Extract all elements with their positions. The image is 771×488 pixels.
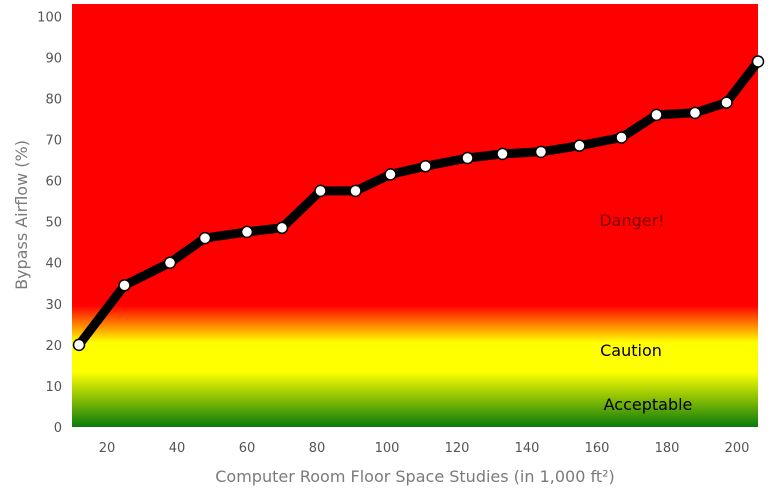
y-axis-ticks: 0 10 20 30 40 50 60 70 80 90 100 [37, 10, 62, 436]
y-tick-label: 10 [45, 380, 62, 395]
data-point [198, 231, 212, 245]
y-tick-label: 20 [45, 339, 62, 354]
data-point [688, 106, 702, 120]
x-axis-ticks: 20 40 60 80 100 120 140 160 180 200 [99, 441, 750, 456]
data-point [534, 145, 548, 159]
x-tick-label: 120 [445, 441, 470, 456]
data-point [573, 139, 586, 152]
y-axis-title: Bypass Airflow (%) [12, 140, 31, 290]
y-tick-label: 60 [45, 175, 62, 190]
x-tick-label: 100 [375, 441, 400, 456]
data-point [163, 256, 177, 269]
data-point [650, 108, 663, 122]
data-point [72, 338, 86, 352]
y-tick-label: 70 [45, 134, 62, 149]
x-axis-title: Computer Room Floor Space Studies (in 1,… [215, 467, 615, 486]
data-point [496, 147, 509, 161]
data-point [349, 184, 362, 198]
acceptable-zone-label: Acceptable [604, 395, 693, 414]
y-tick-label: 90 [45, 51, 62, 66]
data-point [314, 184, 327, 198]
data-point [461, 151, 474, 165]
y-tick-label: 100 [37, 10, 62, 25]
x-tick-label: 200 [725, 441, 750, 456]
y-tick-label: 50 [45, 216, 62, 231]
data-point [118, 279, 131, 292]
x-tick-label: 40 [169, 441, 186, 456]
danger-zone-label: Danger! [599, 211, 664, 230]
data-point [615, 131, 628, 144]
data-point [275, 221, 289, 235]
y-tick-label: 30 [45, 298, 62, 313]
y-tick-label: 0 [54, 421, 62, 436]
data-point [720, 96, 733, 109]
data-point [384, 168, 397, 181]
x-tick-label: 80 [309, 441, 326, 456]
x-tick-label: 180 [655, 441, 680, 456]
data-point [751, 55, 765, 68]
y-tick-label: 40 [45, 257, 62, 272]
caution-zone-label: Caution [600, 341, 662, 360]
x-tick-label: 160 [585, 441, 610, 456]
data-point [240, 225, 254, 239]
data-series [72, 55, 765, 352]
x-tick-label: 140 [515, 441, 540, 456]
y-tick-label: 80 [45, 92, 62, 107]
x-tick-label: 60 [239, 441, 256, 456]
data-point [419, 159, 432, 173]
x-tick-label: 20 [99, 441, 116, 456]
plot-background [72, 4, 758, 427]
